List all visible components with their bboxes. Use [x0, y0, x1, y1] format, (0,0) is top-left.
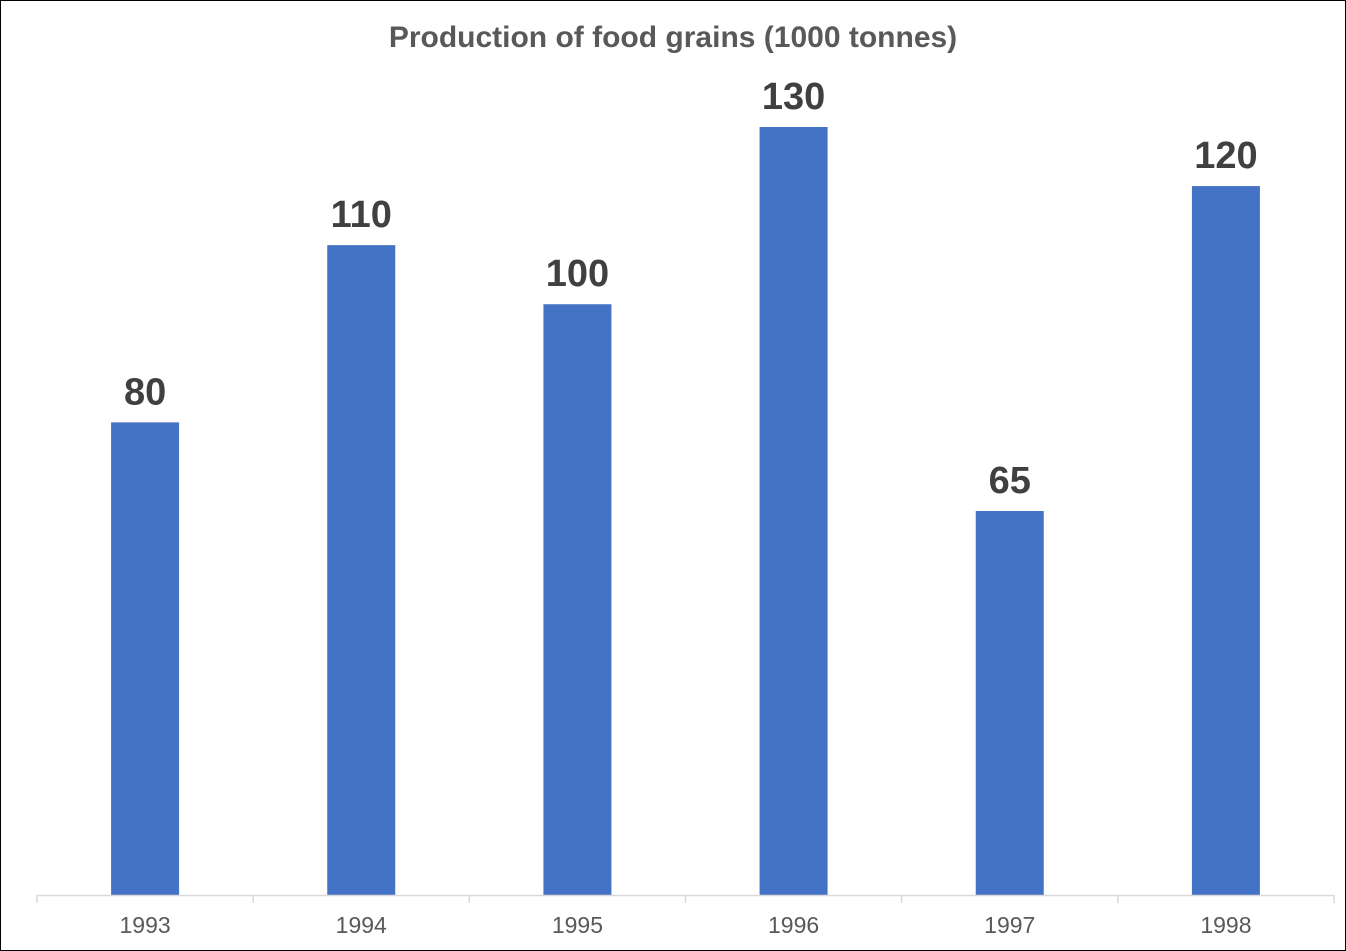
data-label-1994: 110 [331, 194, 392, 236]
x-tick-label-1993: 1993 [119, 912, 170, 938]
data-label-1996: 130 [762, 76, 825, 118]
data-label-1997: 65 [989, 460, 1031, 502]
x-tick-label-1994: 1994 [336, 912, 387, 938]
data-label-1998: 120 [1194, 135, 1257, 177]
bar-1994 [327, 245, 396, 896]
x-tick-label-1996: 1996 [768, 912, 819, 938]
bar-1996 [759, 127, 828, 895]
bar-1993 [111, 422, 180, 895]
x-tick-label-1997: 1997 [984, 912, 1035, 938]
bars-layer [111, 127, 1260, 896]
chart-title: Production of food grains (1000 tonnes) [389, 21, 957, 54]
bar-1998 [1191, 186, 1260, 896]
x-axis: 1993 1994 1995 1996 1997 1998 [36, 894, 1335, 938]
data-label-1995: 100 [546, 253, 609, 295]
bar-1997 [975, 511, 1044, 895]
x-tick-label-1998: 1998 [1200, 912, 1251, 938]
data-labels-layer: 80 110 100 130 65 120 [124, 76, 1258, 502]
data-label-1993: 80 [124, 371, 166, 413]
bar-1995 [543, 304, 612, 895]
x-tick-label-1995: 1995 [552, 912, 603, 938]
